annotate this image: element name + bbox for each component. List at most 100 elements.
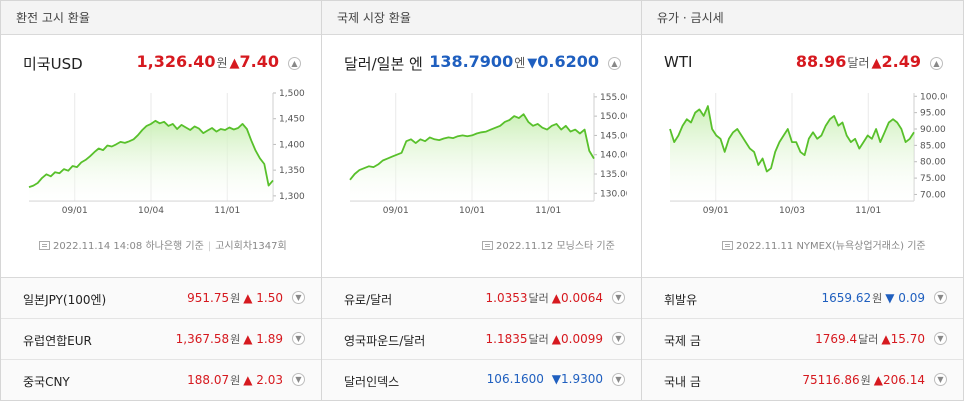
list-item-change: 0.09	[898, 291, 925, 305]
list-item-values: 1.0353달러 ▲0.0064	[486, 290, 603, 306]
main-rate-row[interactable]: 미국USD 1,326.40원 ▲7.40 ▲	[1, 35, 321, 91]
main-rate-unit: 엔	[514, 56, 526, 70]
list-item-values: 188.07원 ▲ 2.03	[187, 372, 283, 388]
x-tick-label: 09/01	[62, 206, 88, 216]
rate-list: 유로/달러 1.0353달러 ▲0.0064 ▼ 영국파운드/달러 1.1835달…	[322, 277, 641, 400]
list-item-value: 1,367.58	[175, 332, 230, 346]
y-tick-label: 155.00	[600, 93, 627, 103]
chevron-up-icon[interactable]: ▲	[930, 57, 943, 70]
list-item-values: 1,367.58원 ▲ 1.89	[176, 331, 283, 347]
panel-title: 유가 · 금시세	[642, 1, 963, 35]
up-arrow-icon: ▲	[551, 332, 561, 346]
list-item-unit: 원	[230, 374, 241, 387]
up-arrow-icon: ▲	[243, 332, 253, 346]
y-tick-label: 80.00	[920, 158, 946, 168]
list-item[interactable]: 달러인덱스 106.1600 ▼1.9300 ▼	[322, 360, 641, 400]
source-round: 고시회차1347회	[215, 241, 287, 252]
list-item-change: 0.0099	[561, 332, 603, 346]
list-item-value: 75116.86	[802, 373, 860, 387]
list-item[interactable]: 유럽연합EUR 1,367.58원 ▲ 1.89 ▼	[1, 319, 321, 360]
chevron-down-icon[interactable]: ▼	[292, 332, 305, 345]
list-item-change: 1.9300	[561, 372, 603, 386]
up-arrow-icon: ▲	[881, 332, 891, 346]
list-item-values: 1659.62원 ▼ 0.09	[821, 290, 925, 306]
list-item-change: 15.70	[890, 332, 925, 346]
down-arrow-icon: ▼	[885, 291, 895, 305]
list-item-value: 951.75	[187, 291, 230, 305]
series-line	[349, 113, 595, 181]
chevron-down-icon[interactable]: ▼	[292, 373, 305, 386]
list-item[interactable]: 중국CNY 188.07원 ▲ 2.03 ▼	[1, 360, 321, 400]
list-item-name: 국내 금	[664, 375, 701, 389]
list-item-value: 1769.4	[815, 332, 858, 346]
list-item-value: 1.0353	[485, 291, 528, 305]
x-tick-label: 09/01	[703, 206, 729, 216]
y-tick-label: 85.00	[920, 141, 946, 151]
y-tick-label: 140.00	[600, 151, 627, 161]
down-arrow-icon: ▼	[551, 372, 561, 386]
chevron-down-icon[interactable]: ▼	[934, 332, 947, 345]
list-item-change: 206.14	[883, 373, 925, 387]
list-item-name: 일본JPY(100엔)	[23, 293, 107, 307]
list-item-unit: 달러	[528, 292, 549, 305]
list-item-name: 영국파운드/달러	[344, 334, 426, 348]
list-item-name: 유럽연합EUR	[23, 334, 92, 348]
x-tick-label: 10/03	[779, 206, 805, 216]
chevron-down-icon[interactable]: ▼	[292, 291, 305, 304]
list-item-change: 2.03	[256, 373, 283, 387]
list-item-name: 중국CNY	[23, 375, 70, 389]
main-rate-change: 0.6200	[537, 52, 599, 71]
source-date: 2022.11.14 14:08	[53, 241, 143, 252]
x-tick-label: 09/01	[383, 206, 409, 216]
down-arrow-icon: ▼	[527, 56, 538, 71]
series-line	[28, 119, 274, 188]
rate-chart: 09/01 10/01 11/01 155.00 150.00 145.00 140.00 1…	[349, 93, 627, 216]
list-item[interactable]: 휘발유 1659.62원 ▼ 0.09 ▼	[642, 278, 963, 319]
list-item-value: 106.1600	[486, 372, 544, 386]
chevron-down-icon[interactable]: ▼	[612, 291, 625, 304]
list-item-name: 휘발유	[664, 293, 698, 307]
chevron-down-icon[interactable]: ▼	[934, 291, 947, 304]
series-area	[350, 114, 594, 201]
rate-chart: 09/01 10/03 11/01 100.00 95.00 90.00 85.00 80.0…	[669, 92, 947, 216]
x-tick-label: 10/01	[459, 206, 485, 216]
list-item-unit: 원	[230, 333, 241, 346]
y-tick-label: 145.00	[600, 131, 627, 141]
up-arrow-icon: ▲	[871, 56, 882, 71]
list-item-change: 0.0064	[561, 291, 603, 305]
list-item-name: 유로/달러	[344, 293, 393, 307]
main-rate-name: 미국USD	[23, 55, 83, 73]
source-provider: NYMEX(뉴욕상업거래소) 기준	[796, 241, 926, 252]
list-item-value: 1659.62	[821, 291, 872, 305]
series-area	[670, 106, 914, 201]
main-rate-unit: 원	[216, 56, 228, 70]
chevron-up-icon[interactable]: ▲	[288, 57, 301, 70]
main-rate-change: 2.49	[881, 52, 921, 71]
list-item-change: 1.89	[256, 332, 283, 346]
list-item[interactable]: 국내 금 75116.86원 ▲206.14 ▼	[642, 360, 963, 400]
main-rate-row[interactable]: 달러/일본 엔 138.7900엔 ▼0.6200 ▲	[322, 35, 641, 91]
y-tick-label: 135.00	[600, 170, 627, 180]
chevron-down-icon[interactable]: ▼	[612, 373, 625, 386]
chevron-down-icon[interactable]: ▼	[934, 373, 947, 386]
chevron-down-icon[interactable]: ▼	[612, 332, 625, 345]
list-item[interactable]: 유로/달러 1.0353달러 ▲0.0064 ▼	[322, 278, 641, 319]
chart-source: 2022.11.12 모닝스타 기준	[482, 237, 615, 252]
chevron-up-icon[interactable]: ▲	[608, 57, 621, 70]
main-rate-values: 1,326.40원 ▲7.40	[137, 52, 279, 71]
list-item[interactable]: 일본JPY(100엔) 951.75원 ▲ 1.50 ▼	[1, 278, 321, 319]
list-item[interactable]: 국제 금 1769.4달러 ▲15.70 ▼	[642, 319, 963, 360]
y-tick-label: 1,450	[279, 115, 305, 125]
up-arrow-icon: ▲	[873, 373, 883, 387]
chart-source: 2022.11.11 NYMEX(뉴욕상업거래소) 기준	[722, 237, 926, 252]
series-area	[29, 120, 273, 201]
x-tick-label: 11/01	[535, 206, 561, 216]
chart-source: 2022.11.14 14:08 하나은행 기준 | 고시회차1347회	[39, 237, 287, 252]
list-item-name: 달러인덱스	[344, 375, 400, 389]
list-item-name: 국제 금	[664, 334, 701, 348]
series-line	[669, 105, 915, 173]
y-tick-label: 100.00	[920, 92, 947, 102]
list-item[interactable]: 영국파운드/달러 1.1835달러 ▲0.0099 ▼	[322, 319, 641, 360]
main-rate-unit: 달러	[847, 56, 870, 70]
main-rate-row[interactable]: WTI 88.96달러 ▲2.49 ▲	[642, 35, 963, 91]
